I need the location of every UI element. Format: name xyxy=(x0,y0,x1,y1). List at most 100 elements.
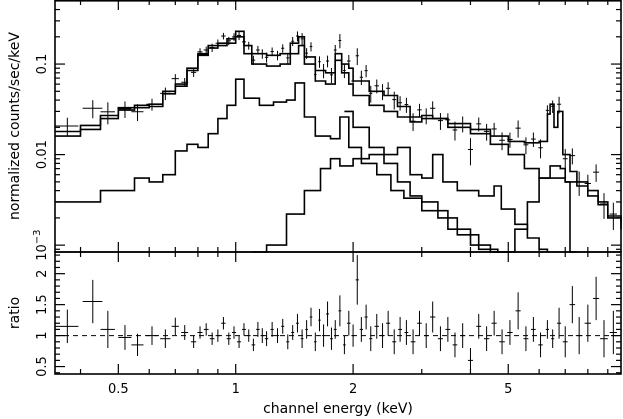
ratio-data-point xyxy=(569,286,576,324)
spectrum-data-point xyxy=(160,87,171,101)
spectrum-data-point xyxy=(131,104,144,122)
spectrum-data-point xyxy=(584,174,591,195)
ratio-data-point xyxy=(231,326,237,339)
ratio-data-point xyxy=(118,325,132,350)
spectrum-data-point xyxy=(215,39,221,48)
spectrum-data-point xyxy=(600,193,608,219)
ratio-data-point xyxy=(286,334,290,350)
spectrum-data-point xyxy=(100,102,115,125)
spectrum-data-point xyxy=(82,100,103,119)
ratio-data-point xyxy=(347,310,351,336)
ratio-data-point xyxy=(369,326,373,352)
spectrum-data-point xyxy=(296,31,299,42)
spectrum-data-point xyxy=(380,84,385,101)
spectrum-data-point xyxy=(593,164,600,182)
ratio-data-point xyxy=(314,332,317,352)
spectrum-data-point xyxy=(226,36,231,46)
ratio-data-point xyxy=(256,321,260,337)
spectrum-data-point xyxy=(491,122,497,137)
ratio-data-point xyxy=(531,317,536,342)
spectrum-data-point xyxy=(281,44,285,53)
ratio-data-point xyxy=(507,320,513,345)
ratio-data-point xyxy=(300,329,304,348)
ratio-panel-frame xyxy=(54,251,622,375)
y-tick-label: 0.1 xyxy=(35,54,50,75)
ratio-data-point xyxy=(318,308,321,332)
spectrum-data-point xyxy=(452,121,458,141)
ratio-data-point xyxy=(338,295,342,327)
spectrum-data-point xyxy=(197,48,203,56)
ratio-data-point xyxy=(437,326,443,352)
spectrum-data-point xyxy=(286,52,290,64)
ratio-data-point xyxy=(584,304,591,342)
ratio-data-point xyxy=(100,310,115,348)
ratio-data-point xyxy=(251,338,256,352)
ratio-data-point xyxy=(221,317,226,330)
spectrum-data-point xyxy=(118,101,132,118)
ratio-data-point xyxy=(551,329,555,348)
spectrum-data-point xyxy=(329,68,333,84)
spectrum-data-point xyxy=(392,91,397,110)
ratio-data-point xyxy=(404,320,409,345)
spectrum-data-point xyxy=(523,137,529,155)
ratio-data-point xyxy=(203,323,209,336)
spectrum-data-point xyxy=(309,42,313,52)
model-curves xyxy=(55,30,622,253)
ratio-data-point xyxy=(270,321,274,337)
spectrum-data-points xyxy=(55,31,617,230)
ratio-y-axis-label: ratio xyxy=(7,297,23,329)
spectrum-data-point xyxy=(181,77,189,88)
ratio-data-point xyxy=(515,292,521,330)
spectrum-data-point xyxy=(300,33,304,46)
spectrum-panel-frame xyxy=(54,0,622,253)
model-curve-3 xyxy=(251,153,515,253)
model-curve-1 xyxy=(55,36,622,230)
ratio-data-point xyxy=(355,255,359,305)
ratio-data-point xyxy=(309,307,313,327)
spectrum-data-point xyxy=(437,113,443,130)
spectrum-data-point xyxy=(314,68,317,82)
ratio-data-point xyxy=(523,326,529,352)
spectrum-data-point xyxy=(467,138,473,166)
ratio-data-point xyxy=(343,335,346,355)
ratio-data-point xyxy=(430,301,436,333)
ratio-data-point xyxy=(291,325,295,340)
spectrum-y-axis-label: normalized counts/sec/keV xyxy=(7,32,23,220)
ratio-data-point xyxy=(562,326,568,358)
spectrum-data-point xyxy=(386,82,391,96)
ratio-data-point xyxy=(359,317,363,342)
spectrum-data-point xyxy=(531,132,536,147)
x-tick-label: 5 xyxy=(504,382,512,397)
spectrum-data-point xyxy=(459,116,466,133)
ratio-tick-label: 2 xyxy=(35,270,50,278)
spectrum-data-point xyxy=(256,45,260,55)
y-tick-label: 0.01 xyxy=(35,140,50,169)
spectrum-data-point xyxy=(355,48,359,66)
ratio-data-point xyxy=(538,332,543,358)
x-tick-label: 0.5 xyxy=(108,382,129,397)
ratio-data-point xyxy=(417,310,422,336)
spectrum-data-point xyxy=(242,38,246,46)
spectrum-data-point xyxy=(237,31,242,41)
y-tick-label: 10−3 xyxy=(32,229,50,260)
ratio-data-point xyxy=(296,313,299,333)
spectrum-data-point xyxy=(146,98,158,111)
ratio-data-point xyxy=(483,326,490,352)
spectrum-data-point xyxy=(333,44,337,56)
ratio-data-point xyxy=(305,320,308,339)
ratio-data-point xyxy=(329,327,333,350)
ratio-data-point xyxy=(209,332,215,345)
ratio-data-point xyxy=(445,317,451,342)
spectrum-data-point xyxy=(55,117,79,137)
spectrum-data-point xyxy=(209,43,215,52)
ratio-data-point xyxy=(160,329,171,348)
model-curve-2 xyxy=(55,78,509,253)
ratio-data-point xyxy=(242,323,246,336)
ratio-tick-label: 1.5 xyxy=(35,294,50,315)
spectrum-data-point xyxy=(364,65,368,78)
model-curve-4 xyxy=(344,110,549,252)
spectrum-data-point xyxy=(404,97,409,113)
ratio-data-point xyxy=(374,313,379,339)
spectrum-data-point xyxy=(338,34,342,49)
spectrum-data-point xyxy=(347,54,351,69)
